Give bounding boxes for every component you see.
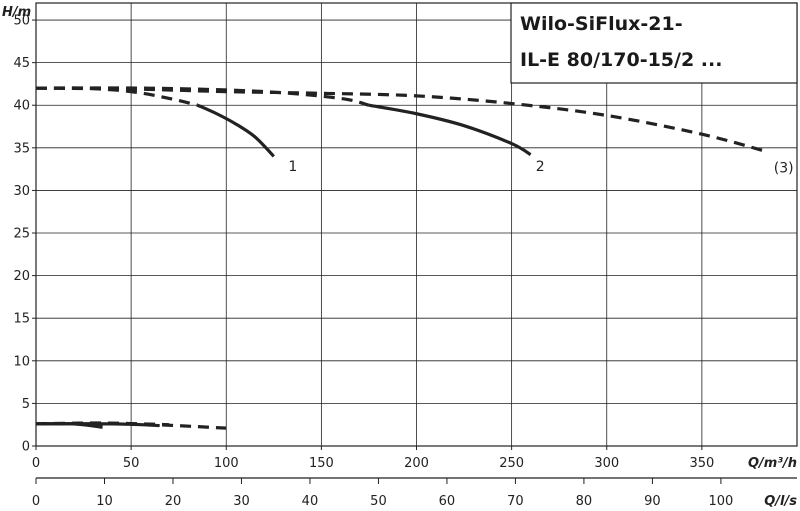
curve-segment (35, 86, 199, 107)
x2-tick-label: 20 (165, 494, 182, 509)
curve-3 (35, 86, 769, 154)
x-tick-label: 100 (214, 456, 239, 471)
x-tick-label: 300 (594, 456, 619, 471)
x2-tick-label: 40 (302, 494, 319, 509)
y-tick-label: 5 (22, 397, 30, 412)
x-tick-label: 0 (32, 456, 40, 471)
curve-label-2: 2 (536, 159, 545, 175)
x-tick-label: 200 (404, 456, 429, 471)
curve-segment (35, 86, 370, 107)
x-axis-label: Q/m³/h (748, 456, 797, 471)
x-tick-label: 350 (689, 456, 714, 471)
x2-tick-label: 10 (96, 494, 113, 509)
x-tick-label: 250 (499, 456, 524, 471)
y-tick-label: 10 (13, 354, 30, 369)
x2-tick-label: 60 (439, 494, 456, 509)
x2-tick-label: 90 (644, 494, 661, 509)
y-tick-label: 40 (13, 99, 30, 114)
x2-tick-label: 80 (576, 494, 593, 509)
y-tick-label: 30 (13, 184, 30, 199)
y-tick-label: 35 (13, 141, 30, 156)
x2-tick-label: 0 (32, 494, 40, 509)
grid (36, 3, 797, 446)
x2-tick-label: 30 (233, 494, 250, 509)
y-tick-label: 20 (13, 269, 30, 284)
secondary-x-axis: 0 10 20 30 40 50 60 70 80 90 100 (32, 477, 797, 509)
x2-tick-label: 100 (708, 494, 733, 509)
curve-labels: 1 2 (3) (288, 159, 793, 177)
curve-1 (197, 103, 275, 158)
x2-axis-label: Q/l/s (764, 494, 797, 509)
y-tick-label: 15 (13, 312, 30, 327)
y-axis-ticks: 0 5 10 15 20 25 30 35 40 45 50 (13, 14, 36, 455)
x-tick-label: 50 (123, 456, 140, 471)
y-tick-label: 45 (13, 56, 30, 71)
curves (35, 86, 769, 430)
y-tick-label: 25 (13, 227, 30, 242)
chart-title-line-2: IL-E 80/170-15/2 ... (520, 49, 722, 71)
y-axis-label: H/m (2, 5, 31, 20)
title-box (510, 2, 798, 84)
x2-tick-label: 50 (370, 494, 387, 509)
y-tick-label: 0 (22, 440, 30, 455)
x-tick-label: 150 (309, 456, 334, 471)
curve-segment (35, 421, 227, 430)
chart-title-line-1: Wilo-SiFlux-21- (520, 13, 683, 35)
x2-tick-label: 70 (507, 494, 524, 509)
curve-2 (368, 103, 532, 157)
curve-label-1: 1 (288, 159, 297, 175)
y-tick-label: 50 (13, 14, 30, 29)
x-axis-ticks: 0 50 100 150 200 250 300 350 (32, 446, 714, 471)
curve-label-3: (3) (774, 161, 794, 177)
